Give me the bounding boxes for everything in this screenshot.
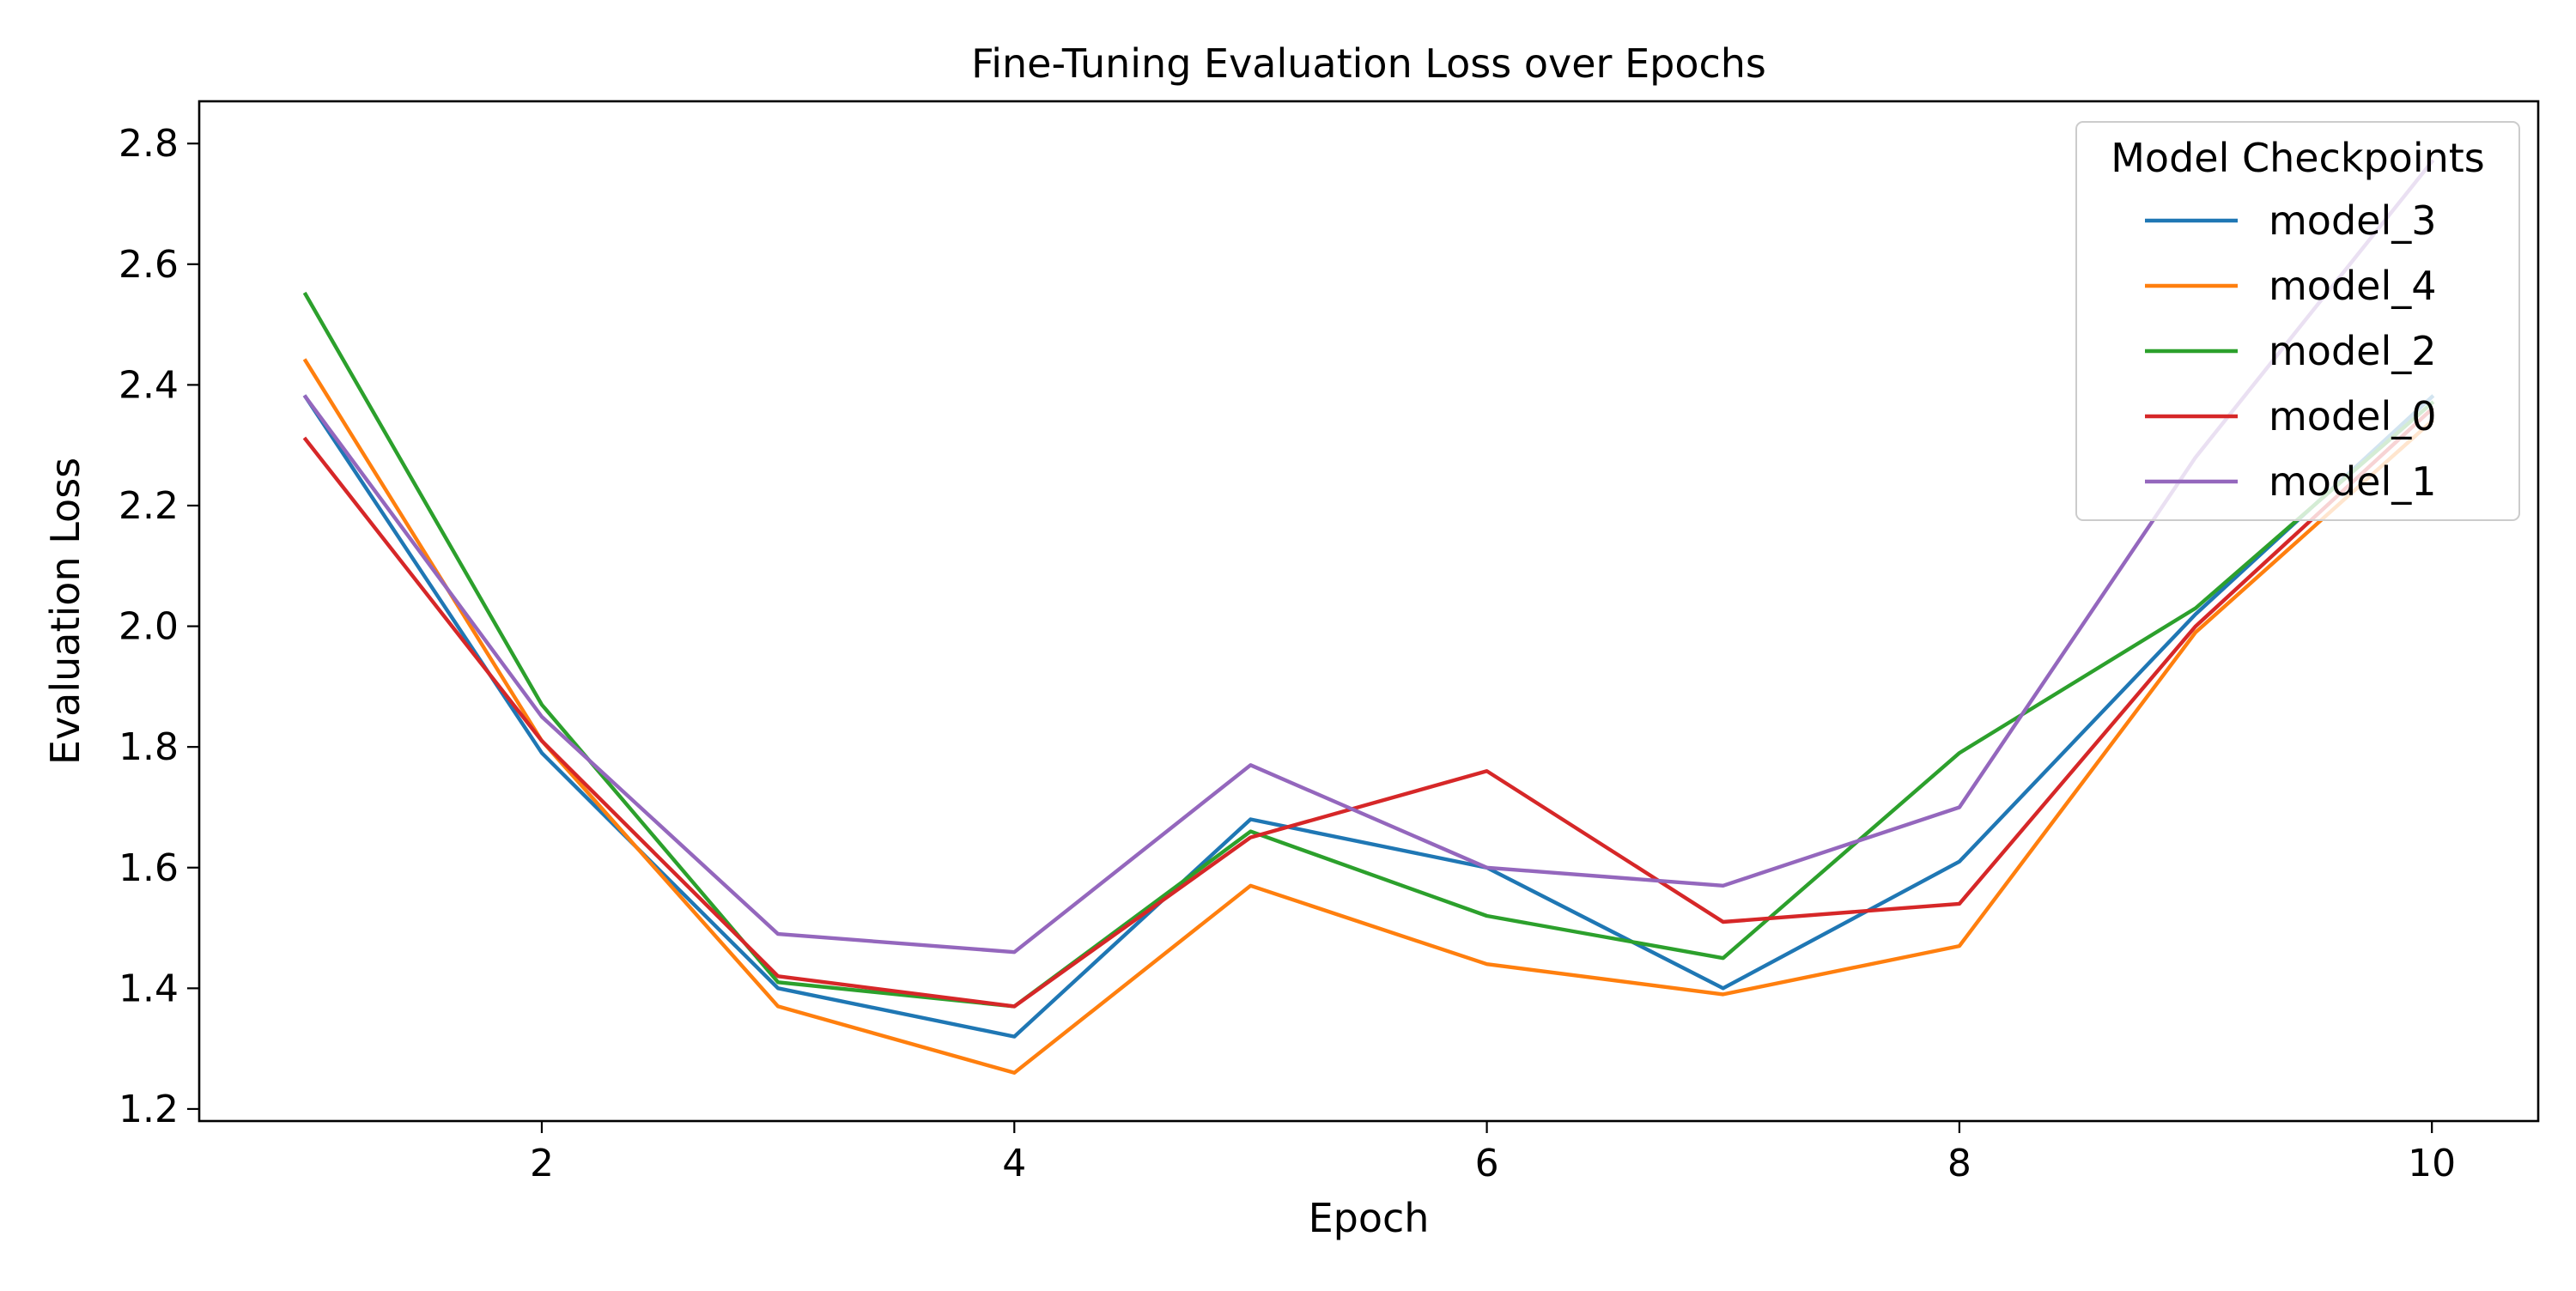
series-line-model-3 xyxy=(302,394,2435,1039)
y-tick-label: 2.6 xyxy=(118,243,179,287)
y-tick-label: 1.2 xyxy=(118,1088,179,1131)
x-tick-label: 10 xyxy=(2408,1142,2456,1185)
legend-label: model_2 xyxy=(2269,328,2437,374)
y-tick-label: 2.2 xyxy=(118,484,179,528)
y-tick-label: 1.4 xyxy=(118,967,179,1010)
chart-title: Fine-Tuning Evaluation Loss over Epochs xyxy=(971,40,1766,87)
y-axis-label: Evaluation Loss xyxy=(42,458,88,765)
series-layer xyxy=(302,159,2435,1076)
y-tick-label: 2.8 xyxy=(118,122,179,166)
legend-label: model_0 xyxy=(2269,393,2437,439)
series-line-model-4 xyxy=(302,358,2435,1076)
series-line-model-2 xyxy=(302,291,2435,1009)
legend-label: model_3 xyxy=(2269,197,2437,244)
legend-label: model_4 xyxy=(2269,263,2437,309)
x-tick-label: 8 xyxy=(1947,1142,1971,1185)
legend-label: model_1 xyxy=(2269,458,2437,505)
y-tick-label: 1.8 xyxy=(118,725,179,769)
x-axis-ticks: 2 4 6 8 10 xyxy=(530,1121,2456,1185)
legend: Model Checkpoints model_3model_4model_2m… xyxy=(2075,121,2520,521)
x-axis-label: Epoch xyxy=(1309,1195,1430,1241)
series-line-model-1 xyxy=(302,159,2435,955)
y-tick-label: 2.0 xyxy=(118,605,179,649)
plot-frame xyxy=(197,100,2540,1123)
x-tick-label: 2 xyxy=(530,1142,554,1185)
y-axis-ticks: 1.2 1.4 1.6 1.8 2.0 2.2 2.4 2.6 2.8 xyxy=(118,122,199,1131)
x-tick-label: 4 xyxy=(1002,1142,1026,1185)
x-tick-label: 6 xyxy=(1475,1142,1499,1185)
y-tick-label: 2.4 xyxy=(118,363,179,407)
legend-entries: model_3 model_4 model_2 model_0 model_1 xyxy=(2145,197,2437,505)
series-line-model-0 xyxy=(302,406,2435,1009)
y-tick-label: 1.6 xyxy=(118,846,179,890)
legend-title: Model Checkpoints xyxy=(2111,135,2485,181)
